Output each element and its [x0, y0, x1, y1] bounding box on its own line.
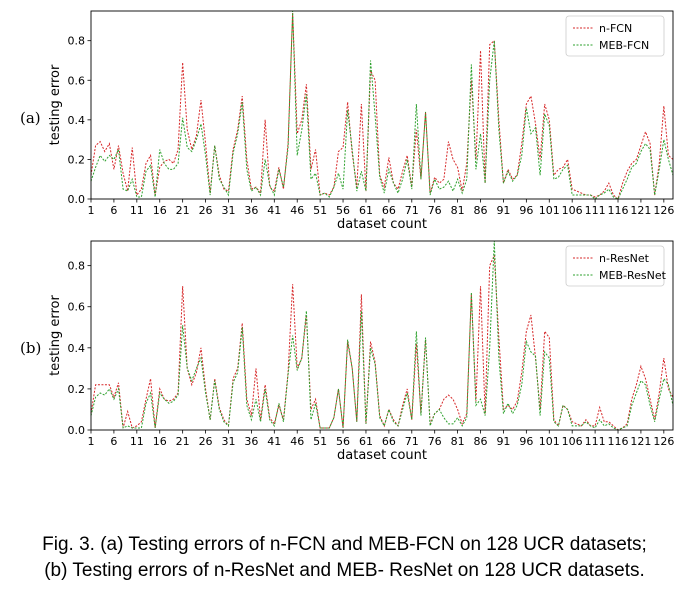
x-tick-label: 81 — [451, 435, 465, 448]
x-axis-label: dataset count — [337, 448, 427, 463]
x-tick-label: 126 — [653, 204, 674, 217]
x-tick-label: 11 — [130, 435, 144, 448]
y-tick-label: 0.2 — [68, 153, 86, 166]
legend-box — [565, 15, 665, 57]
x-tick-label: 106 — [562, 435, 583, 448]
x-tick-label: 41 — [267, 435, 281, 448]
chart-panel-a: 1 6 11 16 21 26 31 36 41 46 51 56 61 66 71 76 81 86 91 96 10… — [20, 10, 674, 232]
x-tick-label: 46 — [290, 204, 304, 217]
x-tick-label: 66 — [382, 204, 396, 217]
legend-entry: n-FCN — [599, 22, 632, 35]
y-tick-label: 0.2 — [68, 383, 86, 396]
legend: n-ResNet MEB-ResNet — [565, 245, 667, 287]
y-tick-label: 0.8 — [68, 260, 86, 273]
x-tick-label: 116 — [608, 204, 629, 217]
x-tick-label: 51 — [313, 435, 327, 448]
x-tick-label: 101 — [539, 204, 560, 217]
x-tick-label: 91 — [496, 204, 510, 217]
legend-box — [565, 245, 665, 287]
x-tick-label: 76 — [428, 435, 442, 448]
x-tick-label: 21 — [176, 435, 190, 448]
x-tick-label: 111 — [585, 204, 606, 217]
series-line-meb-fcn — [90, 10, 674, 200]
x-tick-label: 6 — [110, 204, 117, 217]
x-tick-label: 86 — [474, 435, 488, 448]
caption-line-2: (b) Testing errors of n-ResNet and MEB- … — [44, 560, 645, 581]
plot-frame — [90, 10, 674, 200]
legend-entry: n-ResNet — [599, 252, 650, 265]
x-tick-label: 91 — [496, 435, 510, 448]
series-line-meb-resnet — [90, 240, 674, 431]
y-tick-label: 0.6 — [68, 74, 86, 87]
x-tick-label: 46 — [290, 435, 304, 448]
x-tick-label: 36 — [244, 435, 258, 448]
x-tick-label: 26 — [199, 204, 213, 217]
x-tick-label: 121 — [630, 435, 651, 448]
y-tick-label: 0.0 — [68, 424, 86, 437]
x-tick-label: 61 — [359, 204, 373, 217]
x-tick-label: 56 — [336, 435, 350, 448]
x-tick-label: 16 — [153, 204, 167, 217]
legend-entry: MEB-ResNet — [599, 269, 667, 282]
x-tick-label: 126 — [653, 435, 674, 448]
x-tick-label: 31 — [221, 435, 235, 448]
x-tick-label: 61 — [359, 435, 373, 448]
figure: 1 6 11 16 21 26 31 36 41 46 51 56 61 66 71 76 81 86 91 96 10… — [20, 10, 674, 463]
panel-label: (a) — [20, 109, 41, 127]
x-tick-label: 26 — [199, 435, 213, 448]
panel-label: (b) — [20, 339, 41, 357]
x-tick-label: 31 — [221, 204, 235, 217]
figure-caption: Fig. 3. (a) Testing errors of n-FCN and … — [0, 532, 689, 584]
y-tick-label: 0.4 — [68, 342, 86, 355]
legend: n-FCN MEB-FCN — [565, 15, 665, 57]
x-tick-label: 111 — [585, 435, 606, 448]
x-tick-label: 121 — [630, 204, 651, 217]
x-axis-label: dataset count — [337, 217, 427, 232]
x-tick-label: 56 — [336, 204, 350, 217]
y-axis-label: testing error — [48, 64, 63, 145]
x-tick-label: 71 — [405, 435, 419, 448]
x-tick-label: 71 — [405, 204, 419, 217]
x-tick-label: 96 — [519, 435, 533, 448]
x-tick-label: 6 — [110, 435, 117, 448]
x-tick-label: 96 — [519, 204, 533, 217]
x-tick-label: 36 — [244, 204, 258, 217]
x-tick-label: 1 — [88, 204, 95, 217]
x-tick-label: 66 — [382, 435, 396, 448]
caption-line-1: Fig. 3. (a) Testing errors of n-FCN and … — [42, 534, 647, 555]
y-axis-label: testing error — [48, 295, 63, 376]
x-tick-label: 41 — [267, 204, 281, 217]
x-tick-label: 81 — [451, 204, 465, 217]
x-tick-label: 86 — [474, 204, 488, 217]
x-tick-label: 101 — [539, 435, 560, 448]
chart-panel-b: 1 6 11 16 21 26 31 36 41 46 51 56 61 66 71 76 81 86 91 96 10… — [20, 240, 674, 463]
x-tick-label: 76 — [428, 204, 442, 217]
y-tick-label: 0.4 — [68, 114, 86, 127]
x-tick-label: 51 — [313, 204, 327, 217]
y-tick-label: 0.8 — [68, 35, 86, 48]
x-tick-label: 116 — [608, 435, 629, 448]
x-tick-label: 16 — [153, 435, 167, 448]
y-tick-label: 0.0 — [68, 193, 86, 206]
x-tick-label: 1 — [88, 435, 95, 448]
legend-entry: MEB-FCN — [599, 39, 649, 52]
x-tick-label: 11 — [130, 204, 144, 217]
x-tick-label: 106 — [562, 204, 583, 217]
y-tick-label: 0.6 — [68, 301, 86, 314]
series-line-n-fcn — [90, 12, 674, 200]
plot-frame — [90, 240, 674, 431]
x-tick-label: 21 — [176, 204, 190, 217]
